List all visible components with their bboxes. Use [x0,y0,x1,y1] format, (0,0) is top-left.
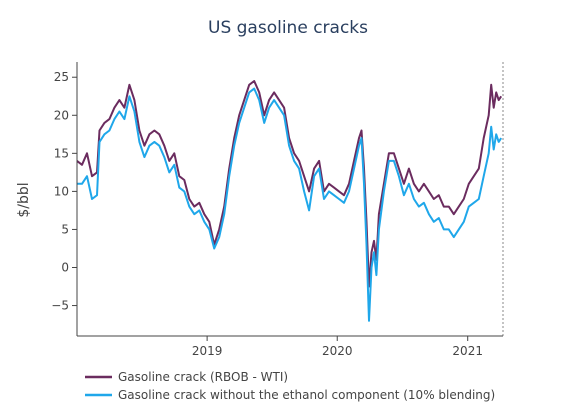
y-tick-label: 15 [54,146,69,160]
y-tick-label: 10 [54,184,69,198]
x-axis: 2019 2020 2021 [77,335,503,358]
x-tick-label: 2021 [452,344,483,358]
legend-label-2: Gasoline crack without the ethanol compo… [118,388,495,402]
chart-title: US gasoline cracks [208,18,368,38]
y-tick-label: 25 [54,70,69,84]
x-tick-label: 2020 [322,344,353,358]
legend-label-1: Gasoline crack (RBOB - WTI) [118,370,288,384]
y-tick-label: 0 [61,261,69,275]
plot-area [76,62,504,336]
x-tick-label: 2019 [192,344,223,358]
y-tick-label: 5 [61,222,69,236]
y-axis-label: $/bbl [16,182,32,217]
series-line-1 [76,80,503,288]
y-tick-label: 20 [54,108,69,122]
y-axis: 25 20 15 10 5 0 −5 [51,62,78,336]
y-tick-label: −5 [51,299,69,313]
legend: Gasoline crack (RBOB - WTI) Gasoline crac… [85,370,495,402]
series-line-2 [77,87,503,322]
